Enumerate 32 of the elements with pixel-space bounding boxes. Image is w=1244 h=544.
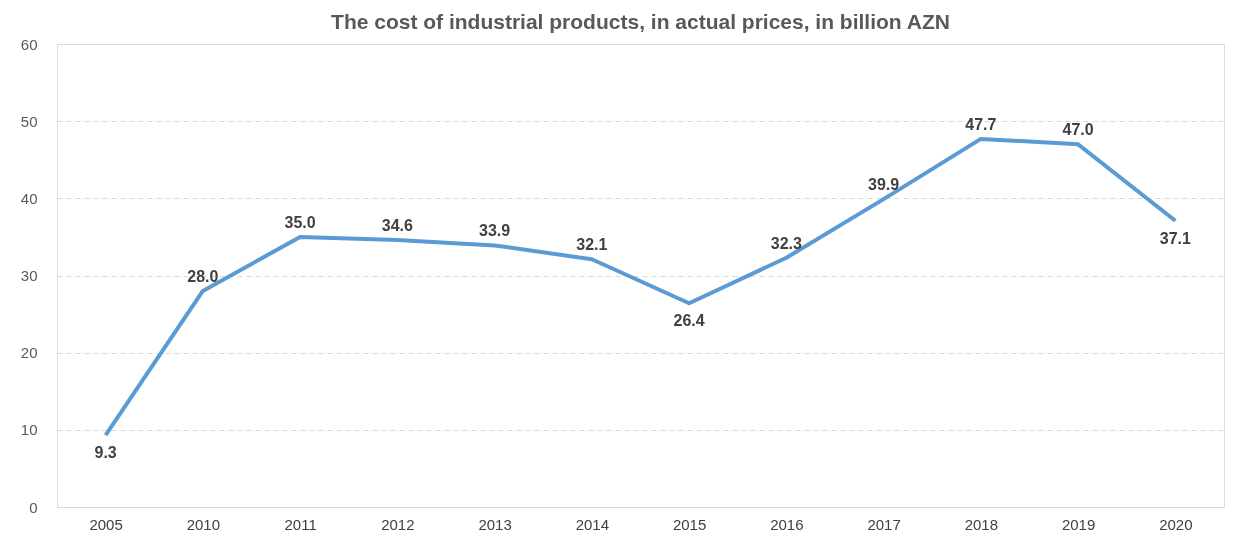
x-tick-label: 2016 (770, 515, 804, 533)
y-tick-label: 40 (20, 189, 38, 207)
data-label: 39.9 (868, 176, 900, 194)
x-tick-label: 2015 (672, 515, 707, 533)
x-tick-label: 2017 (867, 515, 901, 533)
y-tick-label: 60 (20, 35, 38, 53)
data-label: 34.6 (381, 217, 414, 234)
data-label: 32.3 (770, 234, 803, 252)
chart-title: The cost of industrial products, in actual prices, in billion AZN (331, 10, 950, 33)
data-label: 33.9 (479, 222, 511, 240)
x-tick-label: 2018 (964, 515, 999, 533)
x-tick-label: 2019 (1061, 515, 1096, 533)
x-tick-label: 2013 (478, 515, 512, 533)
x-tick-label: 2012 (381, 515, 415, 533)
data-label: 9.3 (94, 444, 117, 462)
data-label: 26.4 (673, 312, 705, 330)
y-tick-label: 50 (20, 112, 38, 130)
y-tick-label: 10 (20, 421, 38, 439)
x-tick-label: 2010 (186, 515, 221, 533)
data-label: 35.0 (284, 213, 316, 231)
data-label: 37.1 (1159, 229, 1192, 247)
y-tick-label: 0 (29, 498, 38, 516)
data-label: 28.0 (187, 267, 219, 285)
data-label: 32.1 (576, 236, 608, 254)
x-tick-label: 2020 (1159, 515, 1193, 533)
data-label: 47.0 (1062, 121, 1094, 139)
data-label: 47.7 (965, 115, 997, 133)
y-tick-label: 20 (20, 344, 38, 362)
x-tick-label: 2005 (89, 515, 123, 533)
x-tick-label: 2011 (284, 515, 317, 533)
x-tick-label: 2014 (575, 515, 610, 533)
y-tick-label: 30 (20, 267, 38, 284)
